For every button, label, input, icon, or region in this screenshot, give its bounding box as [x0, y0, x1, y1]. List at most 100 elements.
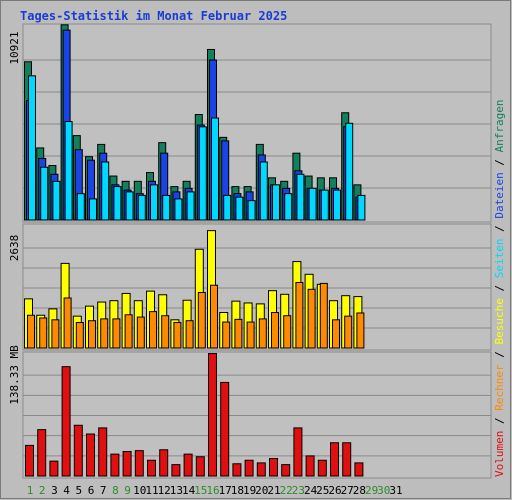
bar-seiten-day-21 — [272, 184, 280, 221]
bar-rechner-day-25 — [319, 282, 328, 349]
bar-seiten-day-15 — [198, 126, 207, 221]
x-tick-label-day-2: 2 — [39, 484, 46, 497]
bar-volumen-day-6 — [86, 433, 95, 477]
chart-panel-bottom: 138.33 MB — [8, 345, 492, 479]
bar-rechner-day-19 — [246, 321, 255, 349]
bar-rechner-day-6 — [88, 320, 96, 349]
bar-volumen-day-5 — [73, 424, 83, 477]
bar-seiten-day-6 — [89, 198, 97, 221]
x-tick-label-day-19: 19 — [243, 484, 256, 497]
bar-rechner-day-28 — [356, 312, 365, 349]
bar-rechner-day-20 — [258, 318, 267, 349]
bar-seiten-day-8 — [113, 186, 122, 221]
legend-separator: / — [493, 345, 506, 365]
y-axis-max-label: 138.33 MB — [8, 345, 21, 405]
bar-seiten-day-18 — [235, 196, 244, 221]
bar-volumen-day-22 — [281, 464, 291, 477]
bar-seiten-day-12 — [162, 194, 171, 221]
legend-besuche: Besuche — [493, 298, 506, 344]
bar-volumen-day-26 — [330, 442, 339, 477]
bar-volumen-day-20 — [256, 462, 266, 477]
bar-volumen-day-2 — [37, 429, 47, 477]
x-tick-label-day-17: 17 — [219, 484, 232, 497]
bar-volumen-day-1 — [25, 444, 34, 477]
bar-rechner-day-18 — [234, 318, 243, 349]
bar-seiten-day-4 — [64, 121, 73, 221]
legend-rechner: Rechner — [493, 364, 506, 411]
bar-rechner-day-15 — [197, 292, 206, 349]
bar-volumen-day-10 — [134, 450, 144, 477]
bar-rechner-day-11 — [149, 311, 157, 349]
bar-seiten-day-10 — [137, 194, 146, 221]
bar-volumen-day-28 — [354, 462, 364, 477]
bar-volumen-day-9 — [122, 451, 132, 477]
x-tick-label-day-23: 23 — [292, 484, 305, 497]
x-tick-label-day-7: 7 — [100, 484, 107, 497]
x-tick-label-day-21: 21 — [267, 484, 280, 497]
right-legend: Volumen / Rechner / Besuche / Seiten / D… — [493, 99, 506, 477]
bar-volumen-day-16 — [208, 353, 217, 477]
bar-rechner-day-9 — [124, 314, 133, 349]
bar-seiten-day-16 — [211, 117, 219, 221]
bar-rechner-day-16 — [210, 284, 218, 349]
bar-rechner-day-7 — [100, 318, 109, 349]
bar-volumen-day-4 — [61, 366, 71, 477]
legend-separator: / — [493, 411, 506, 431]
bar-volumen-day-11 — [147, 459, 156, 477]
bar-seiten-day-3 — [52, 180, 61, 221]
x-tick-label-day-6: 6 — [88, 484, 95, 497]
bar-seiten-day-9 — [125, 191, 134, 221]
bar-seiten-day-19 — [247, 200, 256, 221]
x-tick-label-day-4: 4 — [63, 484, 70, 497]
bar-seiten-day-17 — [223, 194, 232, 221]
bar-rechner-day-27 — [344, 315, 353, 349]
bar-volumen-day-12 — [159, 449, 169, 477]
bar-volumen-day-8 — [110, 453, 120, 477]
bar-rechner-day-4 — [63, 297, 72, 349]
legend-separator: / — [493, 219, 506, 239]
legend-seiten: Seiten — [493, 239, 506, 279]
x-tick-label-day-9: 9 — [124, 484, 131, 497]
x-tick-label-day-25: 25 — [316, 484, 329, 497]
bar-volumen-day-15 — [195, 456, 205, 477]
legend-anfragen: Anfragen — [493, 99, 506, 152]
bar-volumen-day-14 — [183, 453, 193, 477]
x-tick-label-day-10: 10 — [133, 484, 146, 497]
bar-seiten-day-27 — [345, 122, 354, 221]
x-tick-label-day-28: 28 — [353, 484, 366, 497]
bar-rechner-day-26 — [332, 319, 340, 349]
x-tick-label-day-27: 27 — [341, 484, 354, 497]
bar-rechner-day-10 — [136, 316, 145, 349]
x-tick-label-day-15: 15 — [194, 484, 207, 497]
x-tick-label-day-24: 24 — [304, 484, 318, 497]
x-tick-label-day-20: 20 — [255, 484, 268, 497]
legend-dateien: Dateien — [493, 172, 506, 218]
x-tick-label-day-3: 3 — [51, 484, 58, 497]
chart-panel-top: 10921 — [8, 23, 492, 223]
bar-volumen-day-7 — [98, 427, 108, 477]
bar-volumen-day-13 — [171, 464, 181, 477]
x-tick-label-day-5: 5 — [75, 484, 82, 497]
bar-seiten-day-5 — [76, 193, 85, 221]
bar-seiten-day-13 — [174, 198, 183, 221]
bar-rechner-day-22 — [283, 315, 292, 349]
bar-rechner-day-2 — [39, 317, 48, 349]
bar-seiten-day-24 — [308, 187, 317, 221]
bar-volumen-day-25 — [317, 459, 327, 477]
legend-separator: / — [493, 152, 506, 172]
chart-panel-middle: 2638 — [8, 223, 492, 351]
chart-title: Tages-Statistik im Monat Februar 2025 — [20, 9, 287, 23]
x-tick-label-day-26: 26 — [328, 484, 341, 497]
x-tick-label-day-18: 18 — [231, 484, 244, 497]
bar-rechner-day-12 — [161, 315, 170, 349]
bar-volumen-day-17 — [220, 381, 230, 477]
bar-volumen-day-27 — [342, 442, 352, 477]
bar-volumen-day-3 — [49, 460, 59, 477]
bar-rechner-day-17 — [222, 321, 231, 349]
y-axis-max-label: 2638 — [8, 235, 21, 262]
legend-volumen: Volumen — [493, 431, 506, 477]
x-tick-label-day-1: 1 — [27, 484, 34, 497]
bar-volumen-day-24 — [305, 455, 315, 477]
x-tick-label-day-31: 31 — [389, 484, 402, 497]
